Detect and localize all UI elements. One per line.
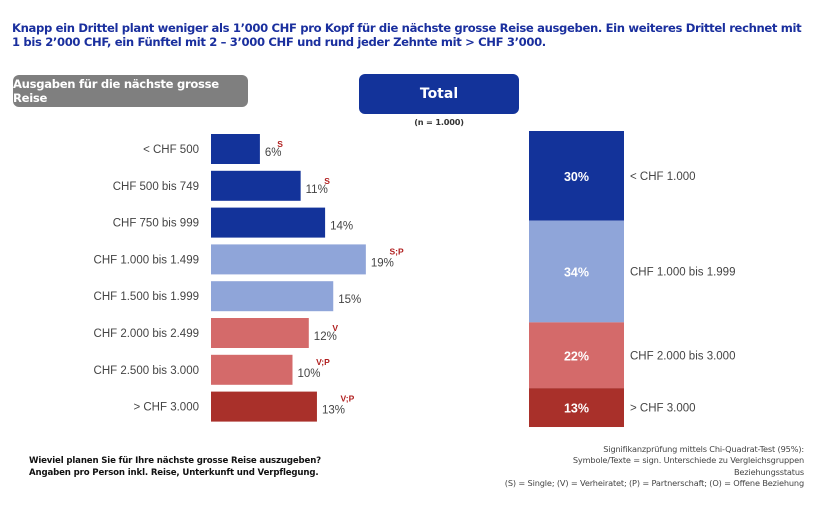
total-label: Total [419, 86, 459, 102]
bar-8 [211, 391, 317, 422]
category-label: > CHF 3.000 [133, 402, 199, 414]
significance-marker: V [332, 323, 338, 333]
sample-size-label: (n = 1.000) [414, 117, 464, 127]
segment-value-label: 22% [564, 349, 589, 363]
headline-line-2: 1 bis 2’000 CHF, ein Fünftel mit 2 – 3’0… [12, 35, 546, 49]
section-label-box: Ausgaben für die nächste grosse Reise [13, 75, 248, 107]
stack-segment-4 [529, 388, 624, 428]
bar-5 [211, 281, 334, 312]
bar-3 [211, 207, 326, 238]
category-label: CHF 2.000 bis 2.499 [94, 328, 199, 340]
category-label: CHF 1.000 bis 1.499 [94, 254, 199, 266]
segment-value-label: 34% [564, 266, 589, 280]
category-label: < CHF 500 [143, 144, 199, 156]
significance-marker: V;P [341, 394, 355, 404]
significance-footnote: Signifikanzprüfung mittels Chi-Quadrat-T… [505, 444, 804, 489]
significance-marker: S [324, 176, 330, 186]
footnote-line-1: Signifikanzprüfung mittels Chi-Quadrat-T… [603, 444, 804, 454]
headline-line-1: Knapp ein Drittel plant weniger als 1’00… [12, 21, 802, 35]
value-label: 12% [314, 331, 337, 343]
headline: Knapp ein Drittel plant weniger als 1’00… [12, 21, 812, 49]
footnote-line-2: Symbole/Texte = sign. Unterschiede zu Ve… [572, 455, 804, 466]
stacked-bar-chart: 30% < CHF 1.000 34% CHF 1.000 bis 1.999 22% C… [529, 131, 735, 428]
category-label: CHF 750 bis 999 [113, 218, 199, 230]
significance-marker: V;P [316, 357, 330, 367]
footnote-line-3: Beziehungsstatus [733, 466, 804, 477]
significance-marker: S [277, 139, 283, 149]
significance-marker: S;P [389, 246, 404, 256]
value-label: 11% [306, 184, 328, 196]
segment-category-label: > CHF 3.000 [630, 403, 696, 415]
segment-category-label: CHF 1.000 bis 1.999 [630, 267, 735, 279]
footnote-line-4: (S) = Single; (V) = Verheiratet; (P) = P… [504, 477, 804, 488]
section-label: Ausgaben für die nächste grosse Reise [13, 77, 219, 105]
bar-7 [211, 354, 293, 385]
question-line-1: Wieviel planen Sie für Ihre nächste gros… [29, 456, 321, 466]
stack-segment-2 [529, 220, 624, 323]
stack-segment-1 [529, 131, 624, 221]
bar-1 [211, 134, 260, 164]
category-label: CHF 1.500 bis 1.999 [94, 291, 199, 303]
value-label: 10% [298, 368, 321, 380]
total-header-box: Total [359, 74, 519, 114]
segment-value-label: 30% [564, 170, 589, 184]
value-label: 19% [371, 257, 394, 269]
value-label: 6% [265, 147, 282, 159]
bar-6 [211, 318, 309, 348]
question-line-2: Angaben pro Person inkl. Reise, Unterkun… [29, 468, 319, 478]
bar-4 [211, 244, 366, 275]
stack-segment-3 [529, 322, 624, 389]
value-label: 15% [338, 294, 361, 306]
survey-question: Wieviel planen Sie für Ihre nächste gros… [29, 455, 321, 479]
segment-value-label: 13% [564, 402, 589, 416]
value-label: 14% [330, 221, 353, 233]
segment-category-label: < CHF 1.000 [630, 171, 696, 183]
bar-2 [211, 170, 301, 201]
category-label: CHF 500 bis 749 [113, 181, 199, 193]
value-label: 13% [322, 405, 345, 417]
segment-category-label: CHF 2.000 bis 3.000 [630, 350, 735, 362]
category-label: CHF 2.500 bis 3.000 [94, 365, 199, 377]
